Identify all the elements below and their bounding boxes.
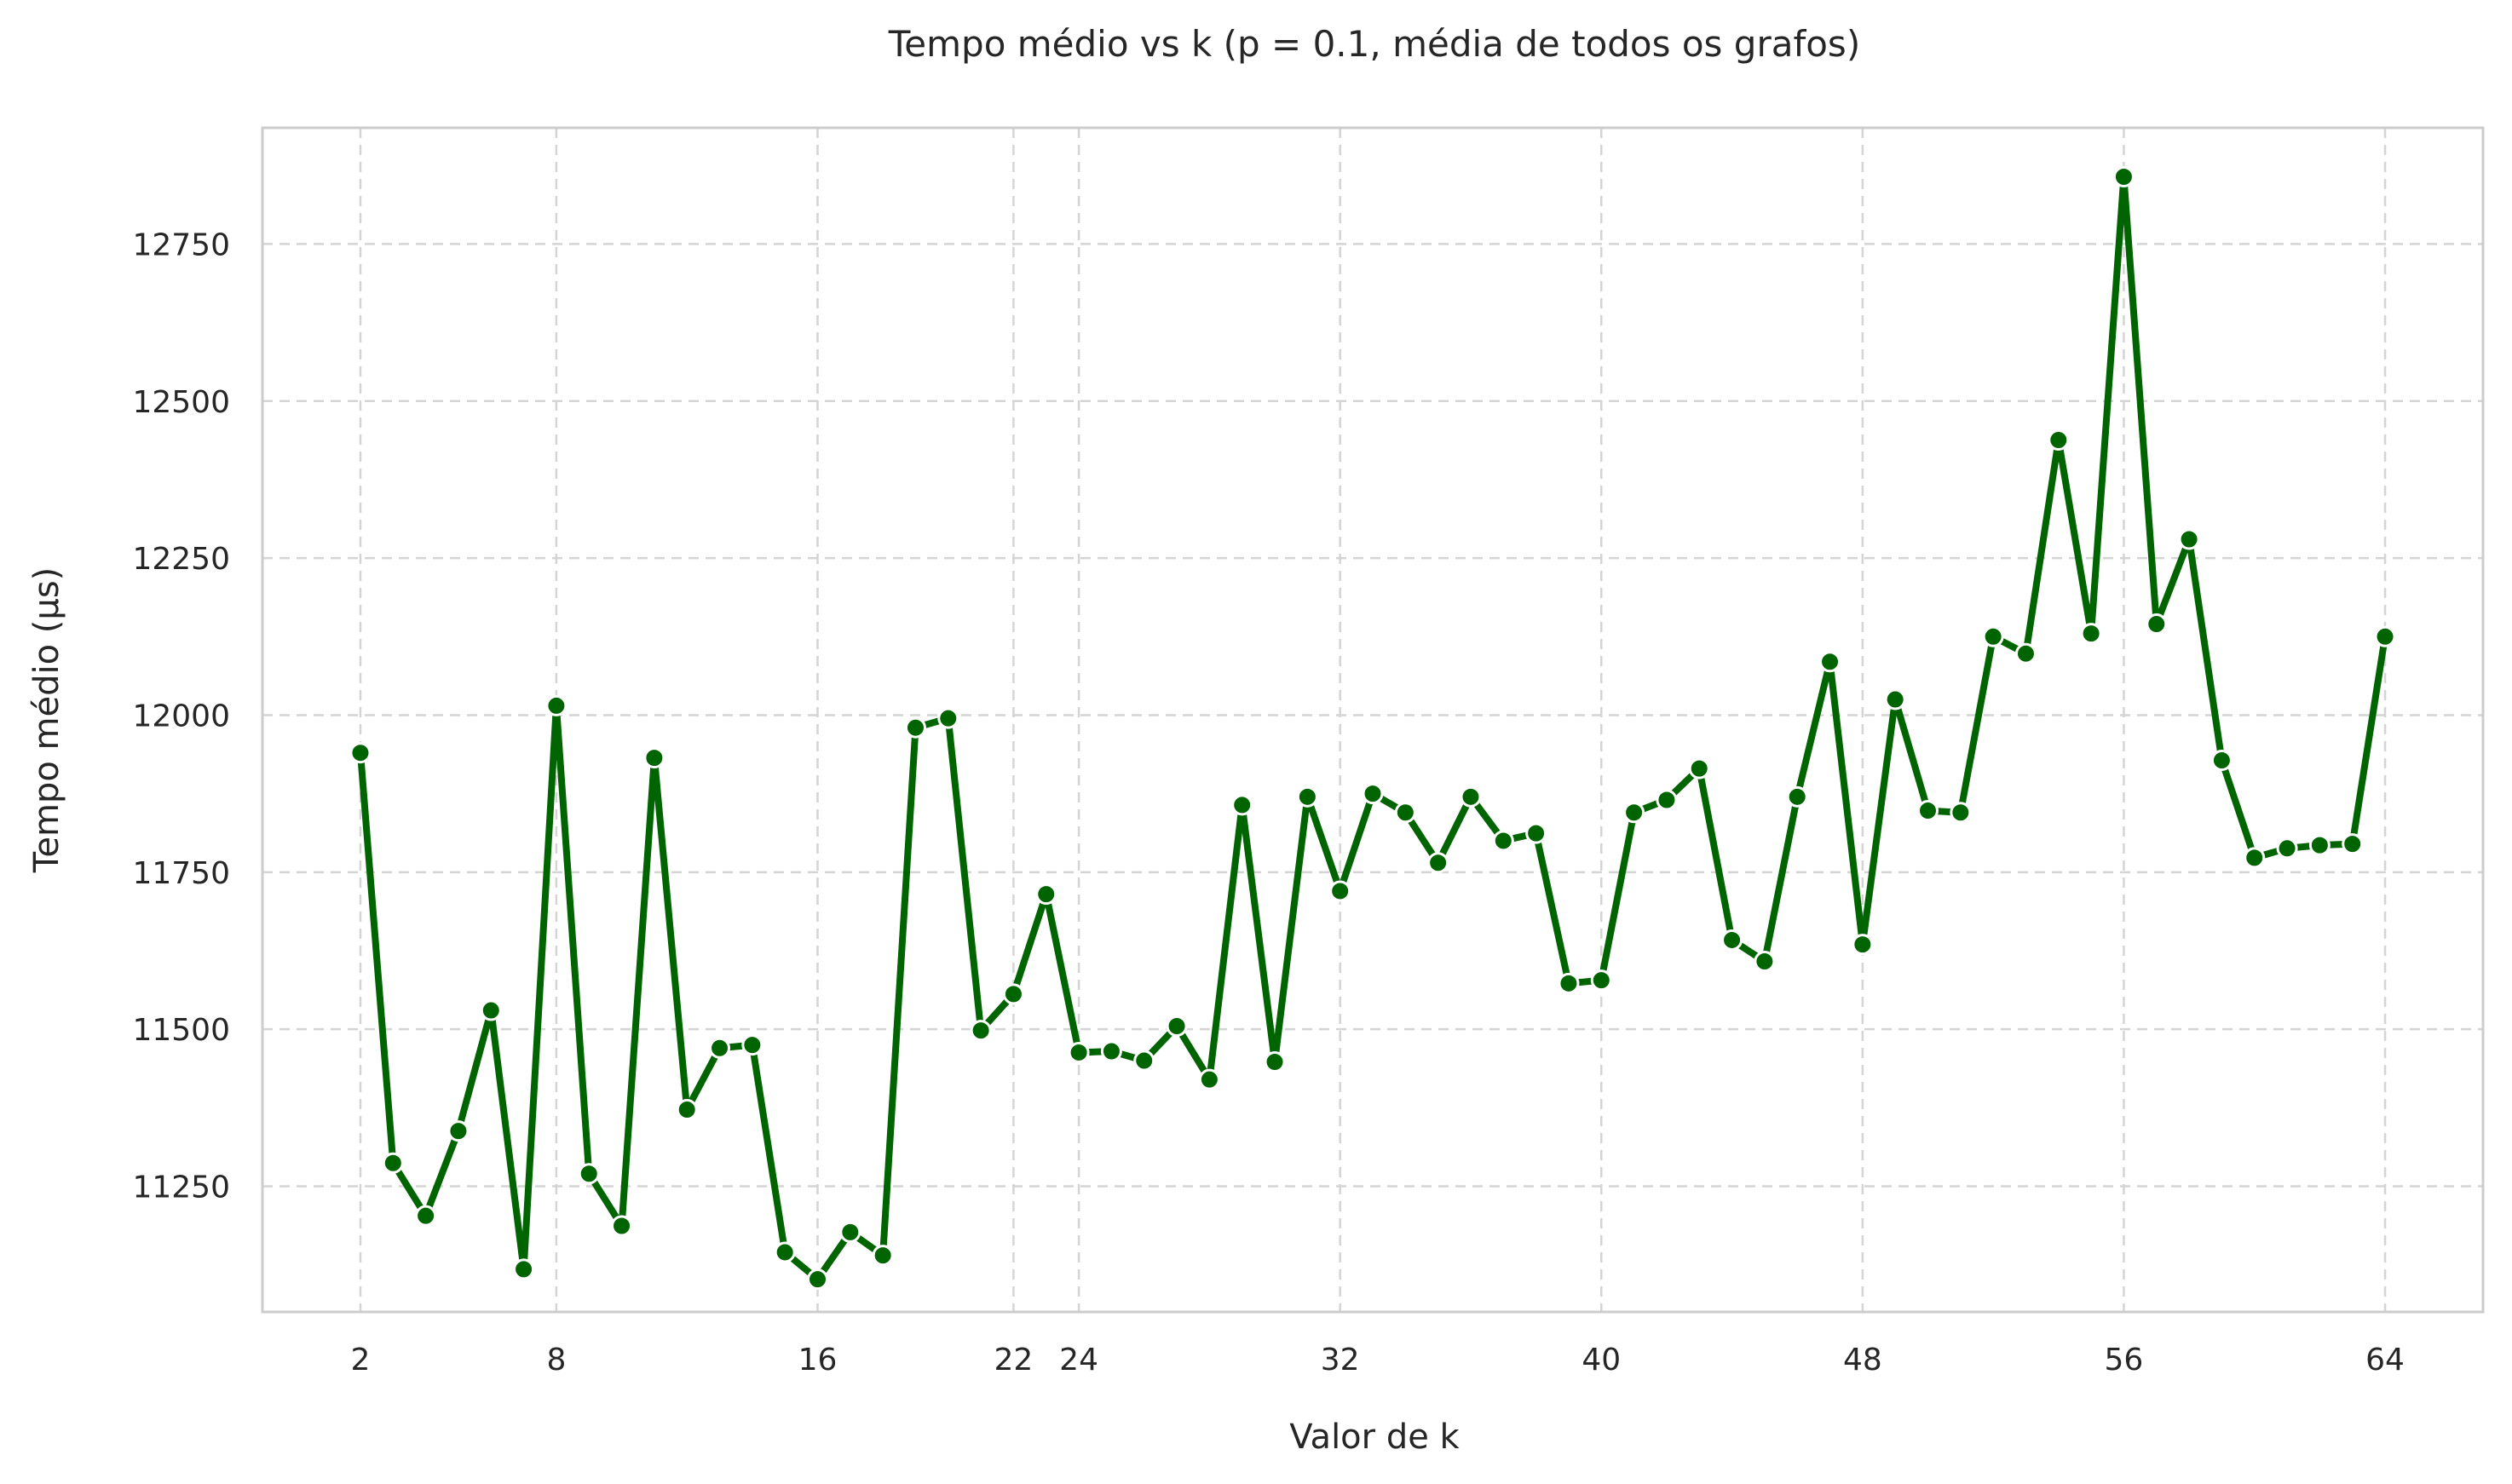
data-point bbox=[1460, 785, 1482, 808]
data-point bbox=[839, 1221, 861, 1243]
data-point bbox=[1786, 785, 1808, 808]
x-tick-label: 48 bbox=[1843, 1343, 1882, 1378]
data-point bbox=[872, 1245, 894, 1267]
y-tick-label: 12000 bbox=[132, 699, 230, 733]
data-point bbox=[2112, 166, 2135, 188]
data-point bbox=[2244, 847, 2266, 869]
data-point bbox=[1754, 951, 1776, 973]
x-tick-label: 64 bbox=[2365, 1343, 2405, 1378]
data-point bbox=[1231, 794, 1253, 816]
data-point bbox=[1492, 830, 1514, 852]
data-point bbox=[1166, 1015, 1188, 1037]
grid bbox=[262, 128, 2483, 1312]
data-point bbox=[676, 1099, 698, 1121]
data-point bbox=[382, 1152, 404, 1174]
data-point bbox=[904, 716, 926, 739]
data-point bbox=[1264, 1051, 1286, 1073]
x-axis-ticks: 2 8 16 22 24 32 40 48 56 64 bbox=[351, 1343, 2405, 1378]
data-point bbox=[1394, 802, 1416, 824]
data-point bbox=[545, 694, 568, 716]
data-point bbox=[1982, 625, 2004, 647]
data-point bbox=[2342, 833, 2364, 855]
data-point bbox=[513, 1258, 535, 1280]
data-point bbox=[2146, 613, 2168, 636]
data-point bbox=[1884, 688, 1906, 710]
data-point bbox=[1590, 969, 1612, 992]
data-point bbox=[349, 742, 372, 764]
y-tick-label: 12500 bbox=[132, 385, 230, 420]
data-points bbox=[349, 166, 2396, 1291]
plot-frame bbox=[261, 126, 2485, 1314]
x-tick-label: 16 bbox=[798, 1343, 838, 1378]
x-axis-label: Valor de k bbox=[1289, 1418, 1460, 1457]
data-point bbox=[1721, 929, 1743, 951]
data-point bbox=[1329, 880, 1351, 902]
data-point bbox=[1558, 972, 1580, 994]
data-point bbox=[611, 1215, 633, 1237]
data-point bbox=[1198, 1068, 1220, 1090]
data-point bbox=[480, 999, 502, 1021]
data-point bbox=[1819, 651, 1841, 673]
data-point bbox=[1427, 852, 1449, 874]
series-line bbox=[357, 173, 2388, 1283]
data-point bbox=[1917, 800, 1939, 822]
data-point bbox=[1296, 785, 1318, 808]
x-tick-label: 2 bbox=[351, 1343, 371, 1378]
x-tick-label: 32 bbox=[1321, 1343, 1360, 1378]
data-point bbox=[2080, 623, 2102, 645]
data-point bbox=[1035, 883, 1057, 906]
data-point bbox=[741, 1034, 763, 1056]
data-point bbox=[2014, 642, 2037, 664]
data-point bbox=[1623, 802, 1645, 824]
y-axis-label: Tempo médio (µs) bbox=[27, 567, 66, 874]
data-point bbox=[1525, 822, 1547, 844]
data-point bbox=[415, 1205, 437, 1227]
x-tick-label: 56 bbox=[2105, 1343, 2144, 1378]
data-point bbox=[2048, 429, 2070, 451]
data-point bbox=[1852, 934, 1874, 956]
chart-title: Tempo médio vs k (p = 0.1, média de todo… bbox=[888, 23, 1860, 65]
data-point bbox=[1100, 1040, 1122, 1062]
y-axis-ticks: 11250 11500 11750 12000 12250 12500 12750 bbox=[132, 227, 230, 1205]
data-point bbox=[1068, 1041, 1090, 1063]
data-point bbox=[970, 1020, 992, 1042]
data-point bbox=[1688, 757, 1710, 779]
data-point bbox=[937, 707, 959, 729]
y-tick-label: 12250 bbox=[132, 542, 230, 577]
x-tick-label: 22 bbox=[994, 1343, 1034, 1378]
data-point bbox=[1950, 802, 1972, 824]
x-tick-label: 8 bbox=[546, 1343, 566, 1378]
data-point bbox=[774, 1241, 796, 1263]
data-point bbox=[2178, 528, 2200, 550]
y-tick-label: 11250 bbox=[132, 1171, 230, 1205]
data-point bbox=[2210, 750, 2233, 772]
data-point bbox=[1002, 983, 1024, 1005]
x-tick-label: 24 bbox=[1059, 1343, 1098, 1378]
data-point bbox=[709, 1037, 731, 1059]
data-point bbox=[2276, 837, 2298, 860]
data-point bbox=[447, 1120, 470, 1142]
data-point bbox=[1133, 1050, 1155, 1072]
data-point bbox=[807, 1268, 828, 1291]
data-point bbox=[643, 747, 665, 769]
data-point bbox=[1656, 789, 1678, 811]
data-point bbox=[2308, 834, 2331, 856]
data-point bbox=[2374, 625, 2396, 647]
x-tick-label: 40 bbox=[1582, 1343, 1621, 1378]
y-tick-label: 12750 bbox=[132, 227, 230, 262]
data-point bbox=[1362, 783, 1384, 805]
y-tick-label: 11500 bbox=[132, 1013, 230, 1048]
y-tick-label: 11750 bbox=[132, 856, 230, 891]
data-point bbox=[578, 1163, 600, 1185]
